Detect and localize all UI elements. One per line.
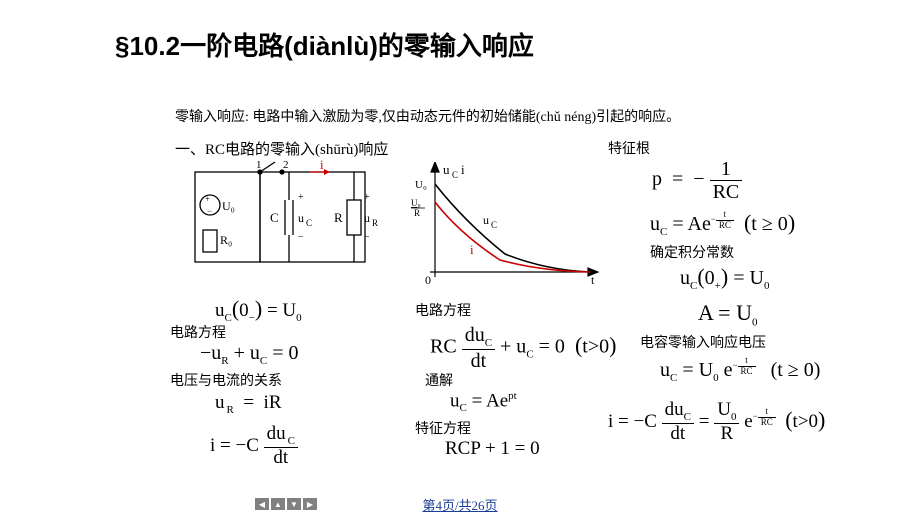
eq-kvl: −uR + uC = 0 bbox=[200, 342, 299, 367]
chareq-label: 特征方程 bbox=[415, 418, 471, 438]
eq-rcode: RC duCdt + uC = 0 (t>0) bbox=[430, 324, 616, 372]
eq-A: A = U0 bbox=[698, 300, 757, 328]
svg-text:i: i bbox=[470, 242, 474, 257]
capresp-label: 电容零输入响应电压 bbox=[640, 332, 766, 352]
vi-rel-label: 电压与电流的关系 bbox=[170, 370, 282, 390]
gensol-label: 通解 bbox=[425, 370, 453, 390]
svg-text:u: u bbox=[298, 211, 304, 225]
eq-p: p = − 1RC bbox=[652, 158, 742, 203]
nav-next[interactable]: ▶ bbox=[303, 498, 317, 510]
svg-text:C: C bbox=[270, 210, 279, 225]
subtitle: 零输入响应: 电路中输入激励为零,仅由动态元件的初始储能(chǔ néng)引起… bbox=[175, 106, 680, 126]
page-title: §10.2一阶电路(diànlù)的零输入响应 bbox=[115, 26, 534, 63]
pager[interactable]: 第4页/共26页 bbox=[422, 495, 497, 514]
intconst-label: 确定积分常数 bbox=[650, 242, 734, 262]
svg-text:u: u bbox=[443, 162, 450, 177]
svg-text:U₀: U₀ bbox=[222, 199, 235, 213]
circuit-diagram: 1 2 i + U₀ − R₀ C + u C − R + u R − bbox=[190, 160, 385, 280]
eq-ifinal: i = −C duCdt = U0R e−tRC (t>0) bbox=[608, 400, 825, 445]
svg-text:0: 0 bbox=[425, 273, 431, 287]
svg-text:U₀: U₀ bbox=[415, 179, 427, 191]
eigroot-label: 特征根 bbox=[608, 138, 650, 158]
svg-text:R: R bbox=[334, 210, 343, 225]
svg-text:−: − bbox=[298, 232, 304, 243]
svg-text:u: u bbox=[483, 213, 489, 227]
eq-iC: i = −C duCdt bbox=[210, 424, 298, 469]
nav-buttons: ◀ ▲ ▼ ▶ bbox=[255, 498, 317, 510]
section-heading: 一、RC电路的零输入(shūrù)响应 bbox=[175, 138, 388, 159]
svg-text:−: − bbox=[207, 206, 212, 216]
eq-ucfinal: uC = U0 e−tRC (t ≥ 0) bbox=[660, 356, 820, 384]
nav-up[interactable]: ▲ bbox=[271, 498, 285, 510]
eq-uR: uR = iR bbox=[215, 392, 282, 416]
svg-text:R₀: R₀ bbox=[220, 233, 232, 247]
svg-text:+: + bbox=[205, 194, 210, 204]
eq-uce: uC = Ae−tRC (t ≥ 0) bbox=[650, 210, 795, 238]
nav-prev[interactable]: ◀ bbox=[255, 498, 269, 510]
svg-text:i: i bbox=[320, 160, 324, 172]
svg-text:+: + bbox=[364, 192, 370, 203]
svg-text:R: R bbox=[372, 218, 378, 228]
eq-method-label2: 电路方程 bbox=[415, 300, 471, 320]
svg-text:t: t bbox=[591, 273, 595, 287]
decay-graph: uC i U₀ U₀ R uC i 0 t bbox=[405, 162, 600, 287]
svg-text:2: 2 bbox=[283, 160, 289, 171]
svg-text:C: C bbox=[491, 220, 497, 230]
eq-uc0: uC(0−) = U0 bbox=[215, 296, 302, 324]
eq-chareq: RCP + 1 = 0 bbox=[445, 438, 540, 460]
eq-uc0p: uC(0+) = U0 bbox=[680, 264, 769, 292]
svg-text:C: C bbox=[452, 170, 458, 180]
svg-text:+: + bbox=[298, 192, 304, 203]
svg-text:u: u bbox=[364, 211, 370, 225]
nav-down[interactable]: ▼ bbox=[287, 498, 301, 510]
svg-text:1: 1 bbox=[256, 160, 262, 171]
svg-text:U₀: U₀ bbox=[411, 198, 421, 208]
svg-text:−: − bbox=[364, 232, 370, 243]
svg-text:R: R bbox=[414, 208, 420, 218]
svg-text:i: i bbox=[461, 162, 465, 177]
eq-gensol: uC = Aept bbox=[450, 390, 517, 414]
eq-method-label: 电路方程 bbox=[170, 322, 226, 342]
svg-text:C: C bbox=[306, 218, 312, 228]
